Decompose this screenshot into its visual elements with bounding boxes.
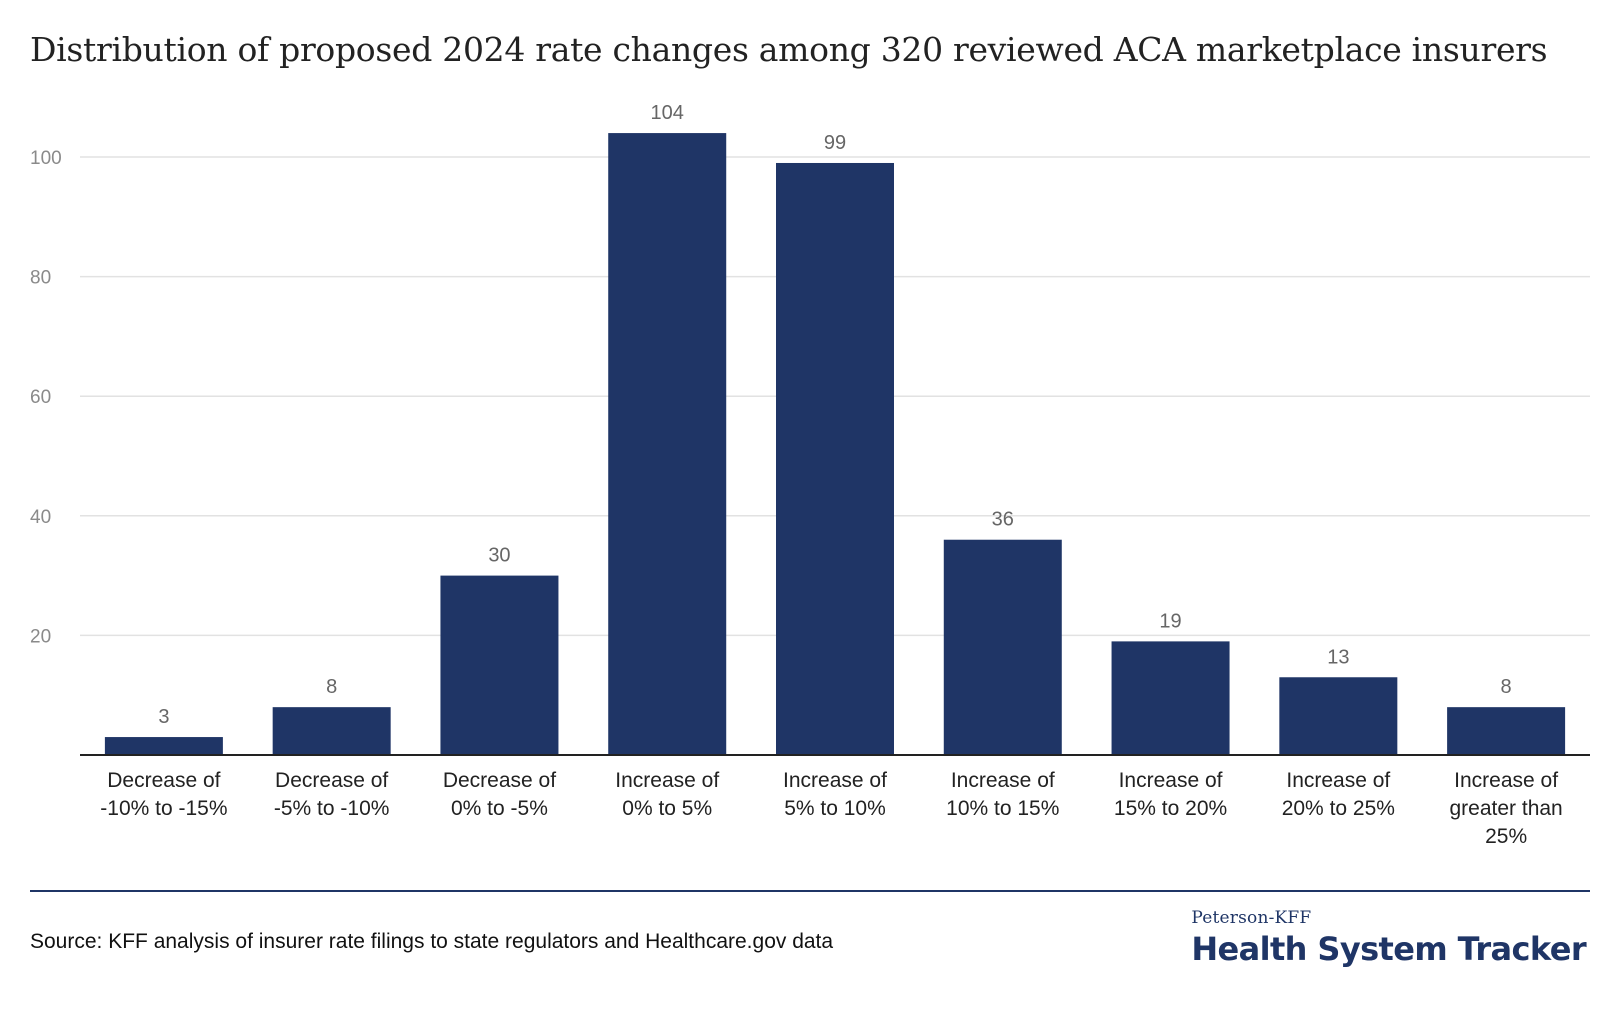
x-tick-label-line: 0% to -5% [451, 797, 548, 820]
bar [104, 737, 223, 755]
brand-logo: Peterson-KFF Health System Tracker [1191, 908, 1586, 968]
x-tick-label: Increase of 20% to 25% [1282, 769, 1395, 820]
data-label: 3 [158, 706, 169, 728]
y-tick-label: 60 [30, 387, 51, 408]
x-tick-label-line: 0% to 5% [622, 797, 712, 820]
bar-chart: 20 40 60 80 100 3 Decrease of -10% to -15% 8 Dec… [30, 102, 1590, 848]
source-note: Source: KFF analysis of insurer rate fil… [30, 930, 834, 953]
x-tick-label-line: Increase of [1454, 769, 1558, 792]
bar [1111, 641, 1230, 755]
x-tick-label-line: Decrease of [275, 769, 388, 792]
data-label: 30 [488, 545, 510, 567]
x-tick-label-line: Increase of [1286, 769, 1390, 792]
data-label: 99 [824, 132, 846, 154]
data-label: 19 [1159, 610, 1181, 632]
x-tick-label-line: Increase of [951, 769, 1055, 792]
y-tick-label: 100 [30, 148, 62, 169]
bar [943, 539, 1062, 755]
x-tick-label: Increase of 10% to 15% [946, 769, 1059, 820]
x-tick-label-line: 15% to 20% [1114, 797, 1227, 820]
data-label: 36 [992, 509, 1014, 531]
bar [272, 707, 391, 755]
x-tick-label-line: Increase of [615, 769, 719, 792]
x-tick-label-line: Increase of [1119, 769, 1223, 792]
y-tick-label: 40 [30, 507, 51, 528]
y-tick-label: 80 [30, 268, 51, 289]
x-tick-label-line: Increase of [783, 769, 887, 792]
logo-top-text: Peterson-KFF [1191, 908, 1312, 928]
bar [1447, 707, 1566, 755]
logo-main-text: Health System Tracker [1191, 930, 1586, 968]
bar [776, 162, 894, 756]
x-tick-label-line: 10% to 15% [946, 797, 1059, 820]
footer-divider [30, 890, 1590, 892]
y-tick-label: 20 [30, 626, 51, 647]
x-tick-label: Decrease of -5% to -10% [274, 769, 390, 820]
x-tick-label: Increase of 5% to 10% [783, 769, 887, 820]
data-label: 13 [1327, 646, 1349, 668]
x-tick-label-line: -5% to -10% [274, 797, 390, 820]
x-tick-label: Increase of 0% to 5% [615, 769, 719, 820]
bar [1279, 677, 1398, 755]
x-tick-label-line: Decrease of [443, 769, 556, 792]
data-label: 8 [326, 676, 337, 698]
bar [440, 575, 559, 755]
x-tick-label-line: 5% to 10% [784, 797, 886, 820]
x-tick-label: Increase of greater than 25% [1449, 769, 1562, 848]
x-tick-label-line: greater than [1449, 797, 1562, 820]
x-tick-label-line: 20% to 25% [1282, 797, 1395, 820]
bar [608, 133, 727, 755]
chart-title: Distribution of proposed 2024 rate chang… [30, 30, 1548, 69]
x-tick-label: Increase of 15% to 20% [1114, 769, 1227, 820]
x-tick-label-line: -10% to -15% [100, 797, 227, 820]
x-tick-label-line: 25% [1485, 825, 1527, 848]
x-tick-label: Decrease of 0% to -5% [443, 769, 556, 820]
x-tick-label-line: Decrease of [107, 769, 220, 792]
x-tick-label: Decrease of -10% to -15% [100, 769, 227, 820]
data-label: 104 [651, 102, 684, 124]
data-label: 8 [1501, 676, 1512, 698]
